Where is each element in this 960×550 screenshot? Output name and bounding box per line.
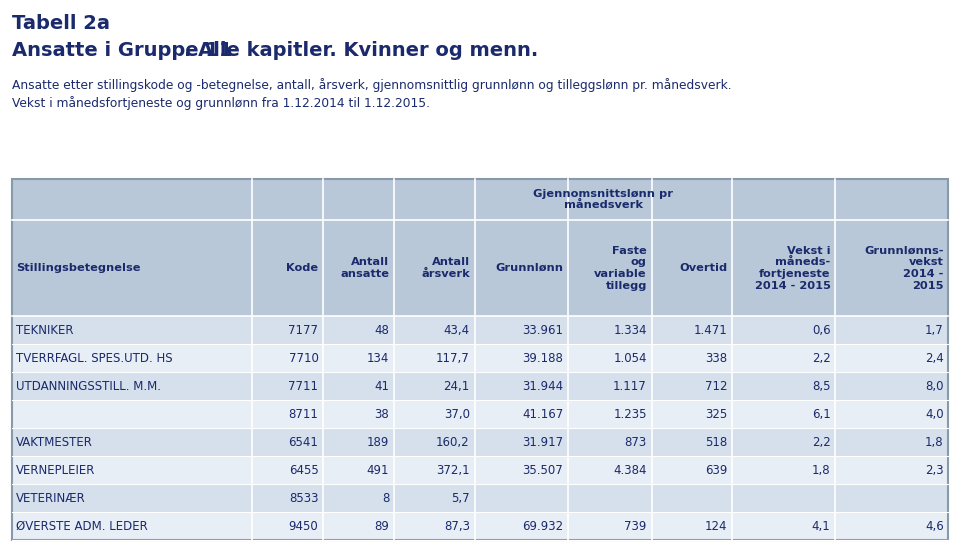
- Text: 8: 8: [382, 492, 389, 505]
- Text: 639: 639: [705, 464, 728, 477]
- Text: . Alle kapitler. Kvinner og menn.: . Alle kapitler. Kvinner og menn.: [184, 41, 539, 60]
- Text: 1.334: 1.334: [613, 324, 647, 337]
- Text: 712: 712: [705, 379, 728, 393]
- Text: Faste
og
variable
tillegg: Faste og variable tillegg: [594, 246, 647, 290]
- Text: Ansatte i Gruppe 11: Ansatte i Gruppe 11: [12, 41, 232, 60]
- Text: 873: 873: [625, 436, 647, 449]
- Text: 338: 338: [706, 351, 728, 365]
- Text: VERNEPLEIER: VERNEPLEIER: [16, 464, 96, 477]
- Text: 4,6: 4,6: [924, 520, 944, 532]
- Text: 24,1: 24,1: [444, 379, 469, 393]
- Text: 491: 491: [367, 464, 389, 477]
- Text: 87,3: 87,3: [444, 520, 469, 532]
- Text: 8711: 8711: [289, 408, 319, 421]
- Text: TVERRFAGL. SPES.UTD. HS: TVERRFAGL. SPES.UTD. HS: [16, 351, 173, 365]
- Text: 124: 124: [705, 520, 728, 532]
- Text: 31.917: 31.917: [522, 436, 564, 449]
- Text: 7177: 7177: [288, 324, 319, 337]
- Text: 1.471: 1.471: [694, 324, 728, 337]
- Text: 6,1: 6,1: [812, 408, 830, 421]
- Text: 2,4: 2,4: [924, 351, 944, 365]
- Text: 325: 325: [706, 408, 728, 421]
- Text: 9450: 9450: [289, 520, 319, 532]
- Text: 41.167: 41.167: [522, 408, 564, 421]
- Text: VETERINÆR: VETERINÆR: [16, 492, 86, 505]
- Text: 37,0: 37,0: [444, 408, 469, 421]
- Text: Stillingsbetegnelse: Stillingsbetegnelse: [16, 263, 141, 273]
- Text: 38: 38: [374, 408, 389, 421]
- Text: 6455: 6455: [289, 464, 319, 477]
- Text: 2,2: 2,2: [812, 351, 830, 365]
- Text: 7710: 7710: [289, 351, 319, 365]
- Text: 1.235: 1.235: [613, 408, 647, 421]
- Text: 0,6: 0,6: [812, 324, 830, 337]
- Text: 189: 189: [367, 436, 389, 449]
- Text: 4,1: 4,1: [812, 520, 830, 532]
- Text: 739: 739: [624, 520, 647, 532]
- Text: 1,8: 1,8: [925, 436, 944, 449]
- Text: Kode: Kode: [286, 263, 319, 273]
- Text: 2,2: 2,2: [812, 436, 830, 449]
- Text: Antall
årsverk: Antall årsverk: [421, 257, 469, 279]
- Text: UTDANNINGSSTILL. M.M.: UTDANNINGSSTILL. M.M.: [16, 379, 161, 393]
- Text: 4.384: 4.384: [613, 464, 647, 477]
- Text: 31.944: 31.944: [522, 379, 564, 393]
- Text: Grunnlønn: Grunnlønn: [495, 263, 564, 273]
- Text: 5,7: 5,7: [451, 492, 469, 505]
- Text: 39.188: 39.188: [522, 351, 564, 365]
- Text: 372,1: 372,1: [436, 464, 469, 477]
- Text: 1.117: 1.117: [613, 379, 647, 393]
- Text: ØVERSTE ADM. LEDER: ØVERSTE ADM. LEDER: [16, 520, 148, 532]
- Text: Grunnlønns-
vekst
2014 -
2015: Grunnlønns- vekst 2014 - 2015: [864, 246, 944, 290]
- Text: Vekst i
måneds-
fortjeneste
2014 - 2015: Vekst i måneds- fortjeneste 2014 - 2015: [755, 246, 830, 290]
- Text: 41: 41: [374, 379, 389, 393]
- Text: 134: 134: [367, 351, 389, 365]
- Text: 518: 518: [706, 436, 728, 449]
- Text: 1.054: 1.054: [613, 351, 647, 365]
- Text: 160,2: 160,2: [436, 436, 469, 449]
- Text: Gjennomsnittslønn pr
månedsverk: Gjennomsnittslønn pr månedsverk: [534, 189, 673, 210]
- Text: Antall
ansatte: Antall ansatte: [340, 257, 389, 279]
- Text: 6541: 6541: [289, 436, 319, 449]
- Text: 1,8: 1,8: [812, 464, 830, 477]
- Text: 2,3: 2,3: [925, 464, 944, 477]
- Text: 8,0: 8,0: [925, 379, 944, 393]
- Text: 8,5: 8,5: [812, 379, 830, 393]
- Text: 69.932: 69.932: [522, 520, 564, 532]
- Text: 43,4: 43,4: [444, 324, 469, 337]
- Text: 33.961: 33.961: [522, 324, 564, 337]
- Text: Vekst i månedsfortjeneste og grunnlønn fra 1.12.2014 til 1.12.2015.: Vekst i månedsfortjeneste og grunnlønn f…: [12, 96, 429, 110]
- Text: 48: 48: [374, 324, 389, 337]
- Text: 89: 89: [374, 520, 389, 532]
- Text: Overtid: Overtid: [680, 263, 728, 273]
- Text: 8533: 8533: [289, 492, 319, 505]
- Text: 7711: 7711: [288, 379, 319, 393]
- Text: Tabell 2a: Tabell 2a: [12, 14, 109, 33]
- Text: 1,7: 1,7: [924, 324, 944, 337]
- Text: Ansatte etter stillingskode og -betegnelse, antall, årsverk, gjennomsnittlig gru: Ansatte etter stillingskode og -betegnel…: [12, 78, 732, 92]
- Text: 4,0: 4,0: [925, 408, 944, 421]
- Text: TEKNIKER: TEKNIKER: [16, 324, 74, 337]
- Text: 117,7: 117,7: [436, 351, 469, 365]
- Text: VAKTMESTER: VAKTMESTER: [16, 436, 93, 449]
- Text: 35.507: 35.507: [522, 464, 564, 477]
